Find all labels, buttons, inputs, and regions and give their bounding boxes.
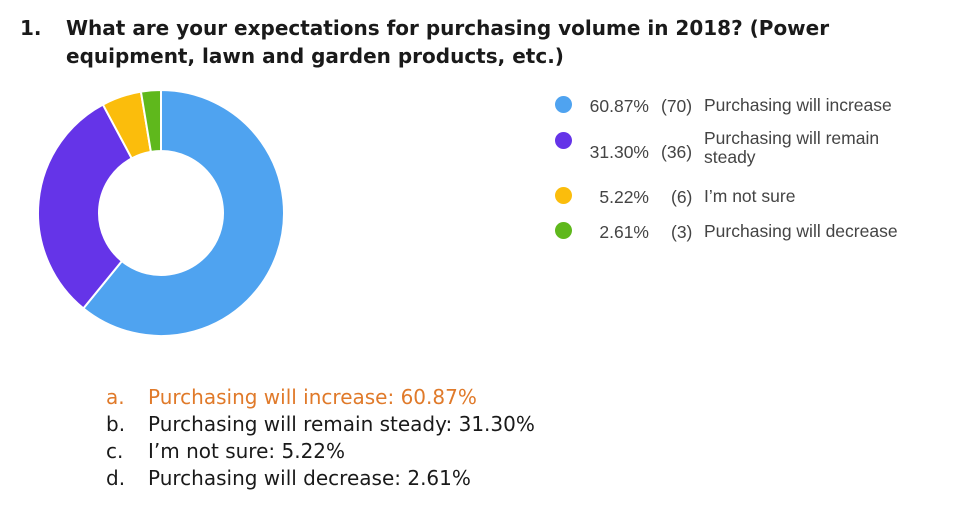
answer-letter-a: a. (106, 385, 125, 409)
answer-item-b: b. Purchasing will remain steady: 31.30% (106, 411, 535, 438)
donut-slice-increase (81, 88, 285, 337)
answer-item-d: d. Purchasing will decrease: 2.61% (106, 465, 535, 492)
answer-list: a. Purchasing will increase: 60.87% b. Pur… (106, 384, 535, 492)
answer-letter-b: b. (106, 412, 126, 436)
legend-percent-increase: 60.87% (589, 96, 649, 116)
legend-count-decrease: (3) (671, 222, 693, 242)
answer-text-c: I’m not sure: 5.22% (148, 439, 346, 463)
answer-text-a: Purchasing will increase: 60.87% (148, 385, 477, 409)
legend-dot-decrease (555, 222, 572, 239)
legend-dot-not-sure (555, 187, 572, 204)
legend-percent-steady: 31.30% (589, 142, 649, 162)
answer-item-a: a. Purchasing will increase: 60.87% (106, 384, 535, 411)
legend-count-steady: (36) (661, 142, 693, 162)
donut-slice-steady (37, 103, 134, 310)
legend-count-increase: (70) (661, 96, 693, 116)
answer-text-d: Purchasing will decrease: 2.61% (148, 466, 471, 490)
legend-count-not-sure: (6) (671, 187, 693, 207)
legend-label-decrease: Purchasing will decrease (704, 221, 898, 241)
answer-item-c: c. I’m not sure: 5.22% (106, 438, 535, 465)
legend-dot-steady (555, 132, 572, 149)
legend-label-not-sure: I’m not sure (704, 186, 796, 206)
answer-letter-c: c. (106, 439, 124, 463)
legend-percent-decrease: 2.61% (599, 222, 649, 242)
legend-dot-increase (555, 96, 572, 113)
legend-percent-not-sure: 5.22% (599, 187, 649, 207)
question-text: What are your expectations for purchasin… (66, 16, 830, 68)
question-number: 1. (20, 16, 42, 40)
legend-label-steady-line1: Purchasing will remain (704, 128, 880, 148)
donut-slice-decrease (139, 88, 162, 153)
answer-text-b: Purchasing will remain steady: 31.30% (148, 412, 535, 436)
legend-label-steady-line2: steady (704, 147, 756, 167)
donut-chart (37, 88, 285, 337)
answer-letter-d: d. (106, 466, 126, 490)
question-heading: 1. What are your expectations for purcha… (20, 14, 950, 70)
legend-label-increase: Purchasing will increase (704, 95, 892, 115)
